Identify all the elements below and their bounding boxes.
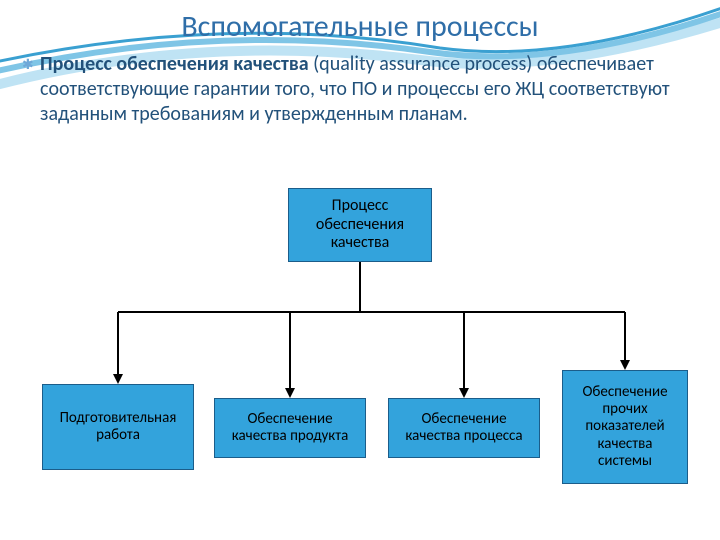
tree-node-root: Процесс обеспечения качества bbox=[288, 188, 432, 262]
tree-node-c2: Обеспечение качества продукта bbox=[214, 398, 366, 458]
arrowhead-c1 bbox=[113, 374, 123, 384]
arrowhead-c3 bbox=[459, 388, 469, 398]
tree-node-c4: Обеспечение прочих показателей качества … bbox=[562, 370, 688, 484]
arrowhead-c4 bbox=[620, 360, 630, 370]
connector-drop-c4 bbox=[624, 312, 626, 360]
tree-node-c3: Обеспечение качества процесса bbox=[388, 398, 540, 458]
connector-drop-c2 bbox=[289, 312, 291, 388]
connector-bus bbox=[118, 311, 625, 313]
connector-trunk bbox=[359, 262, 361, 312]
org-tree-diagram: Процесс обеспечения качества Подготовител… bbox=[0, 0, 720, 540]
connector-drop-c3 bbox=[463, 312, 465, 388]
connector-drop-c1 bbox=[117, 312, 119, 374]
tree-node-c1: Подготовительная работа bbox=[42, 384, 194, 470]
arrowhead-c2 bbox=[285, 388, 295, 398]
